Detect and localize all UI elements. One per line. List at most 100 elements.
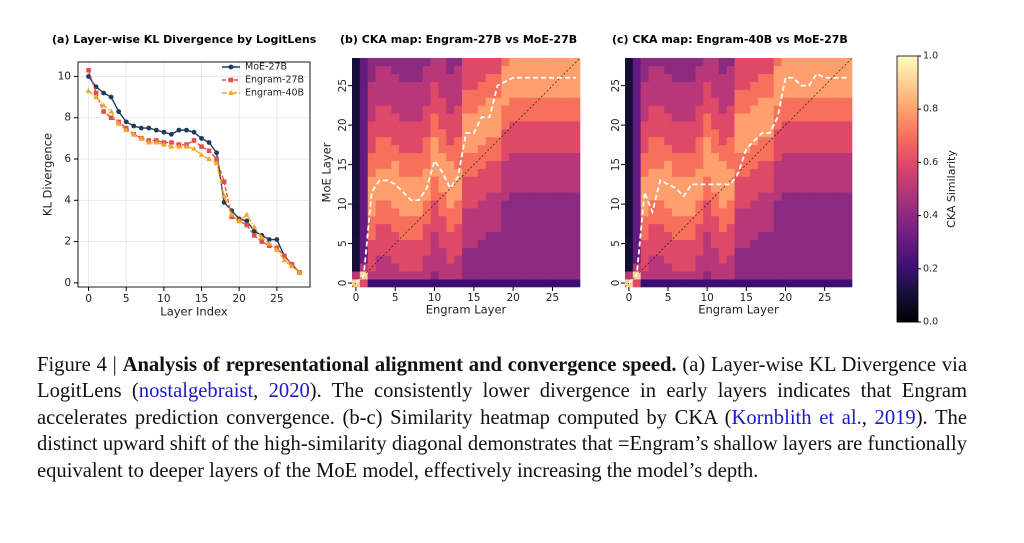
colorbar-slice — [897, 173, 918, 177]
y-tick-label: 10 — [610, 197, 622, 210]
heatmap-cell — [493, 89, 502, 98]
colorbar-slice — [897, 212, 918, 216]
heatmap-cell — [352, 176, 361, 185]
heatmap-cell — [383, 97, 392, 106]
heatmap-cell — [726, 129, 735, 138]
heatmap-cell — [703, 231, 712, 240]
heatmap-cell — [548, 223, 557, 233]
heatmap-cell — [632, 231, 641, 240]
heatmap-cell — [687, 176, 696, 185]
heatmap-cell — [828, 73, 837, 82]
heatmap-cell — [687, 239, 696, 248]
marker — [176, 143, 182, 149]
heatmap-cell — [797, 97, 806, 106]
heatmap-cell — [430, 184, 439, 193]
heatmap-cell — [695, 65, 704, 75]
marker — [221, 179, 227, 185]
marker — [108, 115, 114, 121]
heatmap-cell — [711, 176, 720, 185]
heatmap-cell — [687, 58, 696, 67]
heatmap-cell — [414, 208, 424, 217]
colorbar-label: CKA Similarity — [945, 150, 958, 228]
heatmap-cell — [664, 255, 673, 264]
heatmap-cell — [399, 160, 408, 169]
heatmap-cell — [572, 231, 581, 240]
heatmap-cell — [532, 160, 541, 169]
heatmap-cell — [509, 184, 518, 193]
heatmap-cell — [805, 113, 814, 122]
heatmap-cell — [524, 223, 534, 233]
heatmap-cell — [765, 73, 775, 82]
heatmap-cell — [462, 215, 471, 225]
heatmap-cell — [469, 144, 479, 154]
heatmap-cell — [742, 144, 751, 154]
heatmap-cell — [820, 239, 829, 248]
heatmap-cell — [517, 121, 526, 130]
heatmap-cell — [765, 279, 775, 288]
heatmap-cell — [734, 160, 743, 169]
citation-link[interactable]: Kornblith et al. — [731, 406, 862, 429]
heatmap-cell — [556, 200, 565, 209]
heatmap-cell — [625, 97, 634, 106]
marker — [214, 150, 219, 156]
heatmap-cell — [703, 255, 712, 264]
heatmap-cell — [407, 223, 416, 233]
heatmap-cell — [414, 144, 424, 154]
heatmap-cell — [734, 152, 743, 161]
heatmap-cell — [438, 105, 447, 114]
heatmap-cell — [375, 255, 384, 264]
heatmap-cell — [734, 144, 743, 154]
heatmap-cell — [391, 121, 400, 130]
citation-link[interactable]: nostalgebraist — [138, 380, 254, 403]
heatmap-cell — [422, 97, 431, 106]
heatmap-cell — [501, 192, 510, 201]
heatmap-cell — [820, 192, 829, 201]
heatmap-cell — [477, 279, 486, 288]
heatmap-cell — [462, 255, 471, 264]
heatmap-cell — [446, 239, 455, 248]
heatmap-cell — [359, 65, 369, 75]
heatmap-cell — [679, 231, 688, 240]
heatmap-cell — [687, 184, 696, 193]
heatmap-cell — [501, 231, 510, 240]
heatmap-cell — [383, 113, 392, 122]
heatmap-cell — [820, 200, 829, 209]
heatmap-cell — [462, 279, 471, 288]
heatmap-cell — [640, 105, 649, 114]
heatmap-cell — [750, 89, 759, 98]
heatmap-cell — [438, 113, 447, 122]
colorbar-slice — [897, 106, 918, 110]
heatmap-cell — [509, 255, 518, 264]
heatmap-cell — [493, 215, 502, 225]
heatmap-cell — [820, 215, 829, 225]
heatmap-cell — [524, 192, 534, 201]
heatmap-cell — [454, 263, 463, 272]
colorbar-slice — [897, 287, 918, 291]
colorbar-slice — [897, 74, 918, 78]
heatmap-cell — [399, 97, 408, 106]
citation-link[interactable]: 2020 — [268, 380, 310, 403]
marker — [184, 127, 189, 133]
legend-marker — [228, 90, 234, 95]
heatmap-cell — [414, 113, 424, 122]
heatmap-cell — [797, 73, 806, 82]
heatmap-cell — [359, 121, 369, 130]
heatmap-cell — [750, 223, 759, 233]
heatmap-cell — [750, 208, 759, 217]
colorbar-slice — [897, 204, 918, 209]
heatmap-cell — [671, 223, 681, 233]
heatmap-cell — [532, 247, 541, 256]
heatmap-cell — [703, 152, 712, 161]
heatmap-cell — [517, 168, 526, 177]
heatmap-cell — [399, 144, 408, 154]
marker — [191, 145, 197, 151]
heatmap-cell — [828, 255, 837, 264]
heatmap-cell — [726, 231, 735, 240]
citation-link[interactable]: 2019 — [874, 406, 916, 429]
heatmap-cell — [572, 160, 581, 169]
heatmap-cell — [501, 176, 510, 185]
heatmap-cell — [671, 113, 681, 122]
heatmap-cell — [493, 184, 502, 193]
heatmap-cell — [742, 215, 751, 225]
